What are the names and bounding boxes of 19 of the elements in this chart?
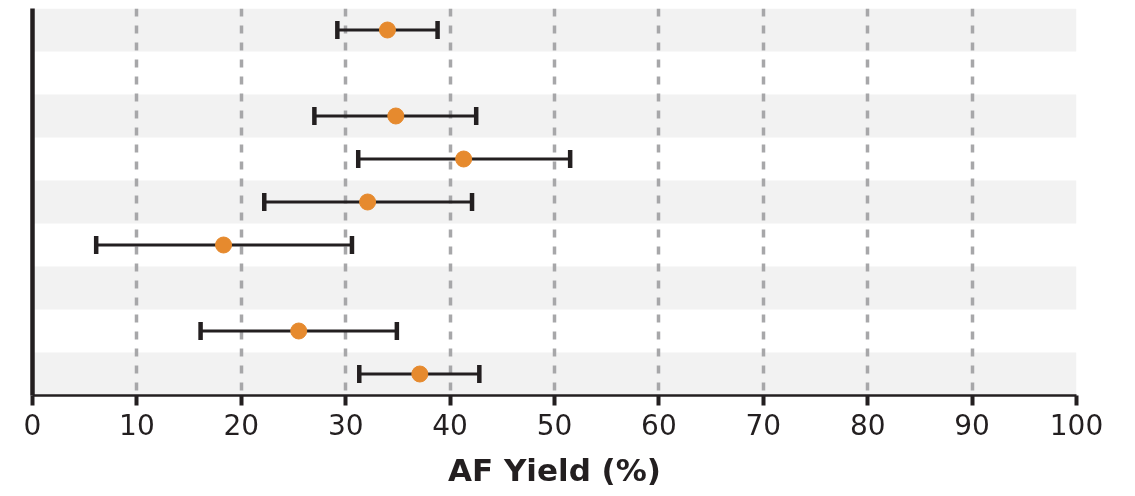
point: [290, 322, 308, 340]
x-tick-label: 10: [119, 408, 155, 442]
x-tick-label: 80: [849, 408, 886, 442]
x-axis-title: AF Yield (%): [447, 451, 662, 488]
point: [387, 107, 405, 125]
x-tick-label: 60: [641, 408, 677, 442]
point: [359, 193, 377, 211]
x-tick-label: 50: [536, 408, 573, 442]
x-tick-label: 90: [954, 408, 990, 442]
x-tick-label: 30: [327, 408, 364, 442]
x-tick-label: 70: [745, 408, 782, 442]
x-tick-label: 0: [23, 408, 42, 442]
point: [215, 236, 233, 254]
x-tick-label: 20: [223, 408, 260, 442]
point: [455, 150, 473, 168]
point: [378, 21, 396, 39]
x-tick-label: 100: [1049, 408, 1104, 442]
point: [411, 365, 429, 383]
x-tick-label: 40: [432, 408, 468, 442]
